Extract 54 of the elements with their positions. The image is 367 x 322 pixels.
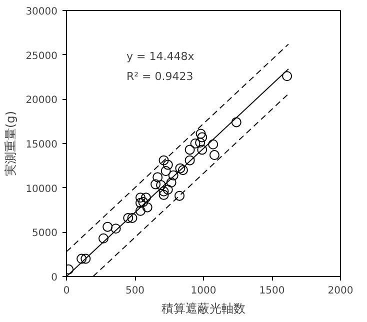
point	[184, 144, 195, 155]
point	[168, 170, 178, 180]
x-tick-label: 1500	[259, 286, 285, 296]
x-tick-label: 0	[63, 286, 70, 296]
x-tick-label: 1000	[190, 286, 216, 296]
point	[162, 184, 173, 195]
point	[140, 192, 151, 203]
point	[175, 163, 186, 174]
point	[197, 144, 208, 155]
point	[158, 155, 169, 166]
point	[166, 178, 176, 188]
x-axis-title: 積算遮蔽光軸数	[162, 302, 246, 316]
point	[231, 117, 242, 128]
point	[208, 139, 218, 150]
y-tick-label: 20000	[26, 95, 58, 106]
point	[80, 254, 91, 264]
point	[123, 212, 134, 223]
point	[174, 190, 185, 201]
point	[76, 254, 87, 264]
point	[160, 166, 171, 176]
y-tick-label: 5000	[32, 228, 58, 240]
point	[138, 197, 148, 208]
y-tick-label: 0	[51, 272, 58, 284]
x-tick-label: 500	[125, 286, 145, 296]
point	[156, 180, 166, 190]
y-tick-label: 15000	[26, 140, 58, 150]
y-tick-label: 25000	[26, 50, 58, 62]
point	[209, 150, 220, 160]
annotation: R² = 0.9423	[126, 70, 194, 83]
point	[135, 192, 146, 203]
point	[158, 186, 169, 196]
point	[190, 138, 200, 148]
point	[197, 132, 208, 142]
point	[196, 128, 206, 139]
point	[135, 206, 146, 216]
point	[152, 172, 163, 182]
point	[184, 155, 195, 166]
point	[142, 202, 152, 212]
point	[127, 212, 138, 223]
point	[162, 160, 173, 170]
annotation: y = 14.448x	[126, 50, 195, 63]
point	[98, 233, 108, 244]
x-tick-label: 2000	[328, 286, 354, 296]
point	[102, 222, 113, 232]
point	[158, 190, 169, 200]
y-tick-label: 10000	[26, 184, 58, 195]
y-tick-label: 30000	[26, 6, 58, 18]
point	[135, 198, 146, 208]
point	[195, 138, 206, 148]
y-axis-title: 実測重量(g)	[4, 111, 18, 176]
point	[178, 165, 188, 176]
point	[150, 179, 161, 190]
point	[282, 71, 292, 82]
point	[110, 224, 121, 234]
